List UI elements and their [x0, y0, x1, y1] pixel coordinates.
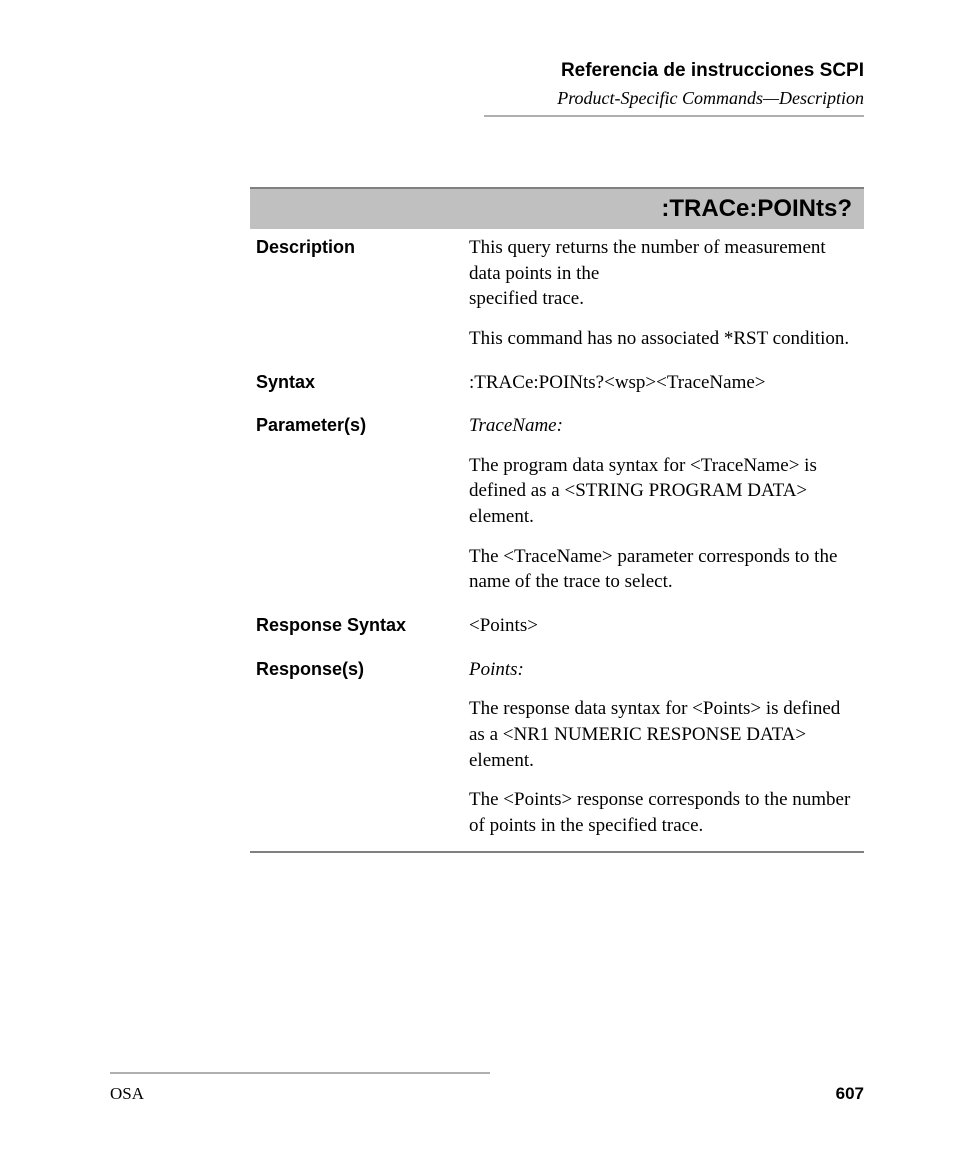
- table-row: Syntax:TRACe:POINts?<wsp><TraceName>: [250, 364, 864, 408]
- row-label: Parameter(s): [250, 407, 469, 607]
- row-label: Response Syntax: [250, 607, 469, 651]
- row-paragraph: <Points>: [469, 613, 856, 639]
- row-value: Points: The response data syntax for <Poi…: [469, 651, 864, 852]
- footer-rule: [110, 1072, 490, 1074]
- row-text: This query returns the number of measure…: [469, 237, 826, 284]
- command-table-body: DescriptionThis query returns the number…: [250, 229, 864, 852]
- row-text: TraceName:: [469, 415, 563, 436]
- row-paragraph: TraceName:: [469, 413, 856, 439]
- manual-page: Referencia de instrucciones SCPI Product…: [0, 0, 954, 1159]
- table-row: Response(s)Points: The response data synt…: [250, 651, 864, 852]
- row-text: The program data syntax for <TraceName> …: [469, 455, 817, 527]
- header-subtitle: Product-Specific Commands—Description: [110, 88, 864, 109]
- row-label: Response(s): [250, 651, 469, 852]
- command-title: :TRACe:POINts?: [661, 195, 852, 222]
- footer-row: OSA 607: [110, 1084, 864, 1104]
- row-text: This command has no associated *RST cond…: [469, 328, 849, 349]
- row-paragraph: The <Points> response corresponds to the…: [469, 787, 856, 838]
- row-paragraph: The program data syntax for <TraceName> …: [469, 453, 856, 530]
- header-rule: [484, 115, 864, 117]
- row-value: :TRACe:POINts?<wsp><TraceName>: [469, 364, 864, 408]
- row-paragraph: This command has no associated *RST cond…: [469, 326, 856, 352]
- page-footer: OSA 607: [110, 1072, 864, 1104]
- footer-right: 607: [836, 1084, 864, 1104]
- table-row: Parameter(s)TraceName: The program data s…: [250, 407, 864, 607]
- row-paragraph: The response data syntax for <Points> is…: [469, 696, 856, 773]
- row-text: :TRACe:POINts?<wsp><TraceName>: [469, 372, 766, 393]
- row-paragraph: Points:: [469, 657, 856, 683]
- row-text: The response data syntax for <Points> is…: [469, 698, 840, 770]
- table-row: DescriptionThis query returns the number…: [250, 229, 864, 364]
- row-label: Syntax: [250, 364, 469, 408]
- row-value: TraceName: The program data syntax for <T…: [469, 407, 864, 607]
- header-title: Referencia de instrucciones SCPI: [110, 60, 864, 82]
- page-header: Referencia de instrucciones SCPI Product…: [110, 60, 864, 117]
- table-row: Response Syntax<Points>: [250, 607, 864, 651]
- row-paragraph: :TRACe:POINts?<wsp><TraceName>: [469, 370, 856, 396]
- row-paragraph: This query returns the number of measure…: [469, 235, 856, 312]
- row-text: The <TraceName> parameter corresponds to…: [469, 546, 837, 593]
- row-value: <Points>: [469, 607, 864, 651]
- row-text: specified trace.: [469, 288, 584, 309]
- command-table: DescriptionThis query returns the number…: [250, 229, 864, 853]
- row-text: The <Points> response corresponds to the…: [469, 789, 850, 836]
- command-title-bar: :TRACe:POINts?: [250, 187, 864, 229]
- command-block: :TRACe:POINts? DescriptionThis query ret…: [110, 187, 864, 853]
- row-text: Points:: [469, 659, 524, 680]
- row-label: Description: [250, 229, 469, 364]
- row-paragraph: The <TraceName> parameter corresponds to…: [469, 544, 856, 595]
- row-text: <Points>: [469, 615, 538, 636]
- footer-left: OSA: [110, 1084, 144, 1104]
- row-value: This query returns the number of measure…: [469, 229, 864, 364]
